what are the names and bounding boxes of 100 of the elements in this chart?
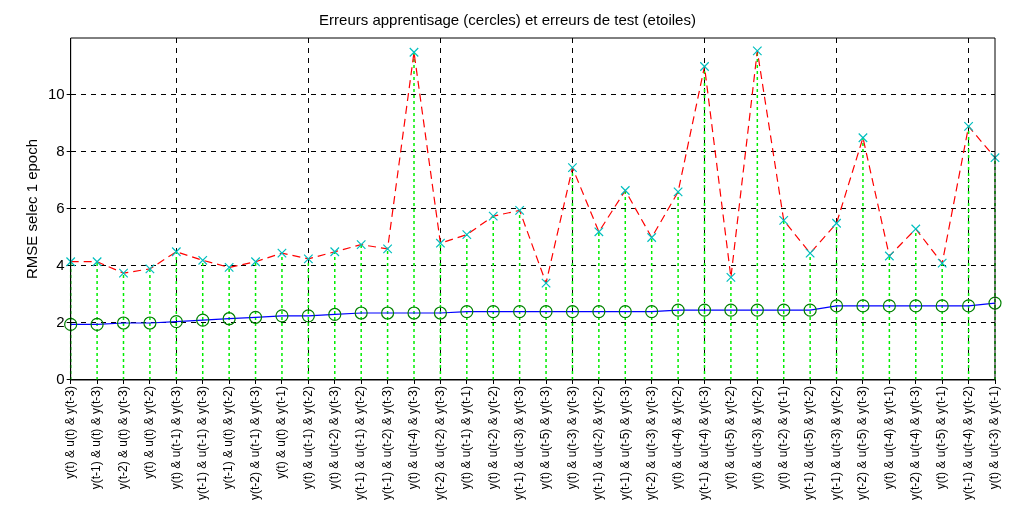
point [539, 305, 553, 319]
point [805, 248, 815, 259]
point [197, 255, 208, 266]
y-tick-label: 0 [56, 370, 65, 388]
x-tick-label: y(t-1) & u(t) & y(t-3) [89, 385, 104, 490]
x-tick-label: y(t) & u(t-3) & y(t-2) [749, 385, 764, 490]
x-tick-label: y(t-2) & u(t-1) & y(t-3) [247, 385, 262, 501]
point [592, 305, 606, 319]
x-tick-label: y(t-2) & u(t-2) & y(t-3) [432, 385, 447, 501]
point [750, 303, 764, 317]
y-tick-label: 10 [48, 85, 65, 103]
point [594, 226, 604, 237]
x-tick-label: y(t-1) & u(t) & y(t-2) [221, 385, 236, 490]
y-tick-label: 8 [56, 142, 65, 160]
x-tick-label: y(t-1) & u(t-2) & y(t-3) [379, 385, 394, 501]
point [752, 45, 763, 56]
point [645, 305, 659, 319]
point [143, 316, 157, 330]
point [224, 262, 234, 273]
point [145, 264, 155, 274]
y-axis-title: RMSE selec 1 epoch [23, 138, 41, 280]
point [963, 121, 974, 132]
point [277, 248, 287, 259]
x-tick-label: y(t) & u(t-3) & y(t-1) [987, 385, 1002, 490]
point [829, 299, 844, 313]
point [303, 254, 314, 264]
point [646, 232, 657, 243]
x-tick-label: y(t-1) & u(t-3) & y(t-2) [828, 385, 843, 501]
point [803, 303, 817, 317]
point [460, 305, 474, 319]
chart-title: Erreurs apprentisage (cercles) et erreurs de test (etoiles) [319, 11, 696, 29]
y-tick-label: 6 [56, 199, 65, 217]
x-tick-label: y(t) & u(t-5) & y(t-3) [538, 385, 553, 490]
point [275, 309, 289, 323]
x-tick-label: y(t-1) & u(t-5) & y(t-2) [802, 385, 817, 501]
point [831, 218, 842, 229]
x-tick-label: y(t) & u(t-1) & y(t-2) [300, 385, 315, 490]
point [433, 306, 448, 320]
x-tick-label: y(t-2) & u(t-4) & y(t-3) [908, 385, 923, 501]
point [724, 303, 738, 317]
x-tick-label: y(t-1) & u(t-4) & y(t-3) [696, 385, 711, 501]
point [196, 313, 210, 327]
x-tick-label: y(t-2) & u(t) & y(t-3) [115, 385, 130, 490]
x-tick-label: y(t) & u(t-2) & y(t-2) [485, 385, 500, 490]
x-tick-label: y(t-1) & u(t-5) & y(t-3) [617, 385, 632, 501]
x-tick-label: y(t-2) & u(t-3) & y(t-3) [644, 385, 658, 501]
point [90, 317, 104, 332]
point [301, 309, 315, 323]
point [671, 303, 685, 317]
x-tick-label: y(t) & u(t-1) & y(t-3) [168, 385, 183, 490]
point [328, 307, 342, 322]
x-tick-label: y(t) & u(t-5) & y(t-1) [934, 385, 949, 490]
point [435, 238, 446, 249]
point [567, 162, 578, 173]
point [92, 256, 102, 267]
x-tick-label: y(t) & u(t) & y(t-1) [274, 385, 289, 479]
x-tick-label: y(t) & u(t) & y(t-3) [63, 385, 77, 479]
x-tick-label: y(t-1) & u(t-4) & y(t-2) [960, 385, 975, 501]
x-tick-label: y(t) & u(t-2) & y(t-3) [327, 385, 342, 490]
point [726, 272, 736, 283]
point [65, 256, 76, 267]
point [910, 224, 921, 234]
point [858, 132, 868, 143]
x-tick-label: y(t) & u(t-5) & y(t-2) [723, 385, 738, 490]
point [380, 306, 395, 320]
point [461, 229, 472, 240]
x-tick-label: y(t-1) & u(t-2) & y(t-2) [591, 385, 606, 501]
point [618, 305, 632, 319]
x-tick-label: y(t) & u(t-4) & y(t-2) [670, 385, 685, 490]
point [169, 314, 183, 329]
point [118, 268, 129, 278]
point [409, 47, 419, 58]
point [407, 306, 421, 320]
point [513, 305, 527, 319]
point [354, 306, 368, 320]
x-tick-label: y(t) & u(t) & y(t-2) [142, 385, 157, 479]
point [171, 246, 182, 257]
x-tick-label: y(t-1) & u(t-1) & y(t-3) [195, 385, 210, 501]
point [250, 256, 261, 267]
point [620, 185, 631, 196]
x-tick-label: y(t) & u(t-3) & y(t-3) [564, 385, 579, 490]
point [777, 303, 791, 317]
point [884, 251, 895, 261]
point [673, 187, 683, 197]
x-tick-label: y(t) & u(t-4) & y(t-3) [406, 385, 421, 490]
point [382, 244, 393, 254]
point [116, 316, 131, 330]
point [856, 299, 870, 313]
point [514, 205, 525, 216]
point [699, 61, 710, 72]
point [329, 246, 340, 257]
point [486, 305, 500, 319]
point [541, 278, 551, 288]
x-tick-label: y(t-1) & u(t-1) & y(t-2) [353, 385, 368, 501]
point [909, 299, 923, 313]
point [488, 211, 499, 221]
y-tick-label: 4 [56, 256, 65, 274]
point [778, 215, 789, 226]
point [882, 299, 896, 313]
x-tick-label: y(t) & u(t-2) & y(t-1) [776, 385, 791, 490]
